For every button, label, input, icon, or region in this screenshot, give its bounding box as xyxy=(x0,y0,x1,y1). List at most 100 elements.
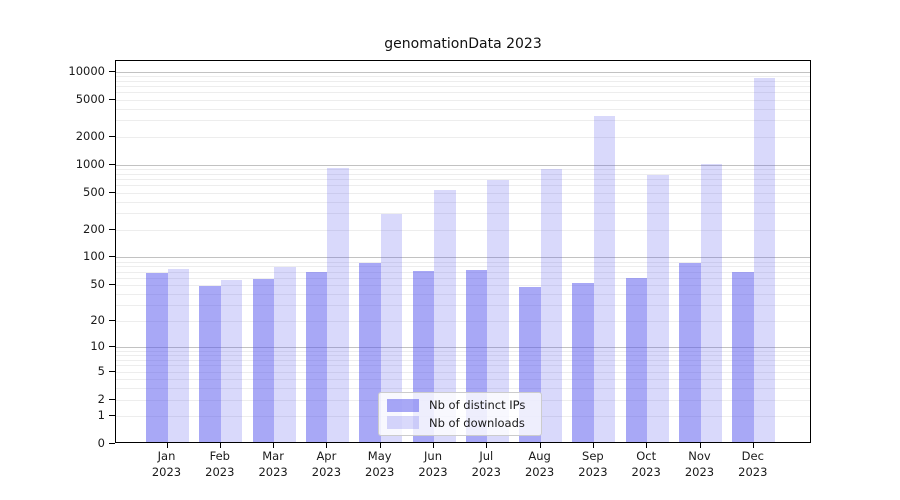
minor-gridline xyxy=(116,266,810,268)
x-tick-label-may: May 2023 xyxy=(365,449,395,479)
bar-jan-downloads xyxy=(167,268,189,442)
minor-gridline xyxy=(116,229,810,231)
bar-jan-ips xyxy=(146,273,168,442)
bar-may-downloads xyxy=(380,213,403,442)
x-tick-mark xyxy=(592,443,594,448)
y-tick-label: 10 xyxy=(90,339,105,353)
y-tick-mark xyxy=(109,135,115,137)
bar-sep-downloads xyxy=(593,116,616,442)
x-tick-label-feb: Feb 2023 xyxy=(205,449,235,479)
minor-gridline xyxy=(116,92,810,94)
minor-gridline xyxy=(116,168,810,170)
y-tick-mark xyxy=(109,256,115,258)
minor-gridline xyxy=(116,173,810,175)
y-tick-mark xyxy=(109,443,115,444)
y-tick-label: 200 xyxy=(83,221,105,236)
bar-nov-ips xyxy=(679,263,701,442)
minor-gridline xyxy=(116,108,810,110)
y-tick-mark xyxy=(109,228,115,230)
minor-gridline xyxy=(116,120,810,122)
minor-gridline xyxy=(116,201,810,203)
x-tick-mark xyxy=(326,443,328,448)
major-gridline xyxy=(116,164,810,166)
minor-gridline xyxy=(116,359,810,361)
minor-gridline xyxy=(116,355,810,357)
y-tick-mark xyxy=(109,370,115,372)
legend-item-distinct-ips: Nb of distinct IPs xyxy=(387,398,533,412)
x-tick-label-sep: Sep 2023 xyxy=(578,449,608,479)
y-tick-label: 1 xyxy=(97,408,105,422)
y-tick-label: 5000 xyxy=(75,91,105,106)
bar-may-ips xyxy=(359,262,381,442)
minor-gridline xyxy=(116,285,810,286)
minor-gridline xyxy=(116,213,810,215)
minor-gridline xyxy=(116,371,810,373)
x-tick-label-mar: Mar 2023 xyxy=(258,449,288,479)
bar-nov-downloads xyxy=(700,164,722,442)
y-tick-label: 20 xyxy=(90,312,105,327)
bar-dec-ips xyxy=(732,271,754,442)
y-tick-mark xyxy=(109,70,115,72)
bar-mar-ips xyxy=(252,279,275,442)
y-tick-label: 2 xyxy=(97,391,105,406)
y-tick-label: 50 xyxy=(90,277,105,291)
minor-gridline xyxy=(116,387,810,389)
y-tick-label: 10000 xyxy=(68,63,105,78)
major-gridline xyxy=(116,347,810,348)
minor-gridline xyxy=(116,179,810,181)
x-tick-mark xyxy=(752,443,754,448)
x-tick-label-oct: Oct 2023 xyxy=(631,449,661,479)
y-tick-mark xyxy=(109,319,115,321)
minor-gridline xyxy=(116,293,810,295)
x-tick-mark xyxy=(486,443,488,448)
y-tick-label: 2000 xyxy=(75,128,105,143)
y-tick-label: 100 xyxy=(83,249,105,264)
y-tick-mark xyxy=(109,191,115,193)
bar-jul-downloads xyxy=(487,179,509,442)
legend-swatch-downloads xyxy=(387,416,419,430)
x-tick-label-jul: Jul 2023 xyxy=(471,449,501,479)
bar-mar-downloads xyxy=(274,266,296,442)
plot-area xyxy=(115,60,811,443)
minor-gridline xyxy=(116,261,810,263)
x-tick-mark xyxy=(219,443,221,448)
minor-gridline xyxy=(116,99,810,101)
minor-gridline xyxy=(116,378,810,380)
bar-sep-ips xyxy=(572,282,594,442)
x-tick-mark xyxy=(166,443,168,448)
legend-swatch-ips xyxy=(387,398,419,412)
x-tick-mark xyxy=(273,443,275,448)
minor-gridline xyxy=(116,80,810,82)
y-tick-label: 5 xyxy=(97,363,105,378)
x-tick-label-jan: Jan 2023 xyxy=(151,449,182,479)
y-tick-label: 0 xyxy=(97,436,105,450)
x-tick-mark xyxy=(699,443,701,448)
y-tick-label: 1000 xyxy=(75,156,105,171)
minor-gridline xyxy=(116,305,810,307)
x-tick-label-dec: Dec 2023 xyxy=(738,449,768,479)
bar-oct-ips xyxy=(625,277,648,442)
y-tick-mark xyxy=(109,398,115,400)
major-gridline xyxy=(116,71,810,73)
minor-gridline xyxy=(116,320,810,322)
x-tick-mark xyxy=(433,443,434,448)
bar-apr-downloads xyxy=(327,167,349,442)
legend-label-ips: Nb of distinct IPs xyxy=(429,398,526,413)
minor-gridline xyxy=(116,192,810,194)
bar-feb-ips xyxy=(199,285,221,442)
x-tick-label-aug: Aug 2023 xyxy=(524,449,555,479)
minor-gridline xyxy=(116,185,810,187)
legend-label-downloads: Nb of downloads xyxy=(429,415,525,430)
x-tick-label-jun: Jun 2023 xyxy=(418,449,448,479)
bar-feb-downloads xyxy=(220,279,243,442)
minor-gridline xyxy=(116,365,810,367)
bar-dec-downloads xyxy=(753,78,776,442)
y-tick-mark xyxy=(109,284,115,285)
bar-jun-downloads xyxy=(434,189,456,442)
y-tick-mark xyxy=(109,415,115,416)
x-tick-label-nov: Nov 2023 xyxy=(684,449,715,479)
major-gridline xyxy=(116,257,810,259)
y-tick-mark xyxy=(109,346,115,347)
y-tick-mark xyxy=(109,98,115,100)
minor-gridline xyxy=(116,350,810,352)
